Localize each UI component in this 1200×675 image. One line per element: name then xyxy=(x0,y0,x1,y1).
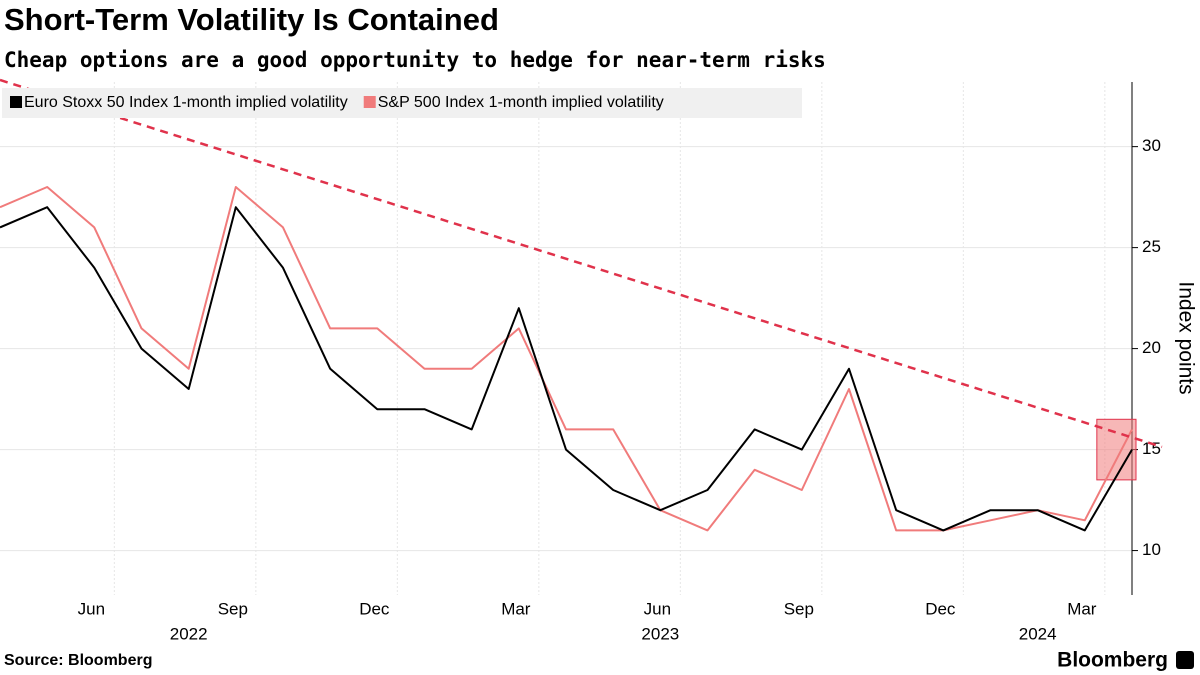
x-tick-label: Sep xyxy=(218,599,248,618)
chart-title: Short-Term Volatility Is Contained xyxy=(4,2,499,37)
x-year-label: 2022 xyxy=(170,624,208,643)
legend: Euro Stoxx 50 Index 1-month implied vola… xyxy=(2,88,802,118)
x-tick-label: Dec xyxy=(925,599,956,618)
legend-swatch xyxy=(363,96,376,108)
y-tick-label: 30 xyxy=(1142,136,1161,155)
x-tick-label: Dec xyxy=(359,599,390,618)
legend-swatch xyxy=(10,96,22,108)
x-tick-label: Jun xyxy=(78,599,105,618)
series-line xyxy=(0,206,1133,532)
x-year-label: 2023 xyxy=(641,624,679,643)
y-tick-label: 10 xyxy=(1142,540,1161,559)
highlight-box xyxy=(1096,418,1137,481)
series-line xyxy=(0,186,1133,532)
y-tick-label: 15 xyxy=(1142,439,1161,458)
y-axis-label: Index points xyxy=(1174,281,1197,394)
source: Source: Bloomberg xyxy=(4,652,152,669)
x-tick-label: Jun xyxy=(644,599,671,618)
x-year-label: 2024 xyxy=(1019,624,1057,643)
legend-bg xyxy=(2,88,802,118)
chart-subtitle: Cheap options are a good opportunity to … xyxy=(4,48,826,72)
x-tick-label: Mar xyxy=(501,599,531,618)
trendline xyxy=(0,78,1163,449)
y-tick-label: 25 xyxy=(1142,237,1161,256)
legend-label: Euro Stoxx 50 Index 1-month implied vola… xyxy=(24,94,348,111)
brand: Bloomberg xyxy=(1057,649,1168,672)
brand-icon xyxy=(1176,651,1194,669)
legend-label: S&P 500 Index 1-month implied volatility xyxy=(378,94,664,111)
x-tick-label: Sep xyxy=(784,599,814,618)
x-tick-label: Mar xyxy=(1067,599,1097,618)
y-tick-label: 20 xyxy=(1142,338,1161,357)
